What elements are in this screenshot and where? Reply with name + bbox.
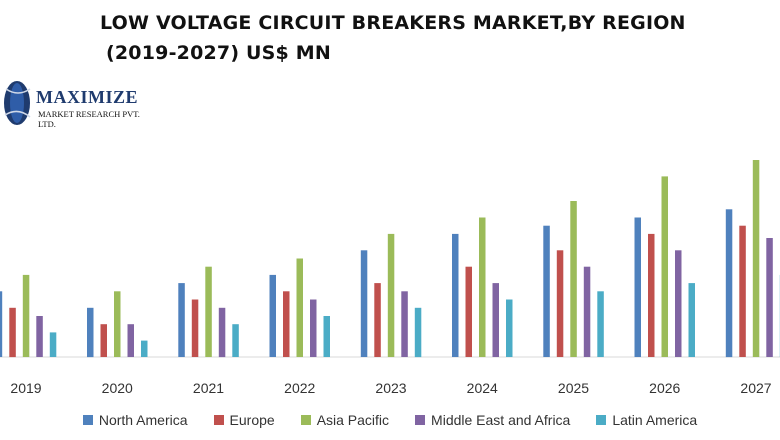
legend-swatch [300, 415, 311, 425]
logo-subtitle: MARKET RESEARCH PVT. LTD. [38, 109, 140, 129]
legend-label: Middle East and Africa [431, 412, 571, 428]
x-tick-label: 2026 [649, 380, 680, 396]
bar [414, 307, 422, 358]
bar [452, 233, 459, 357]
x-tick-label: 2025 [558, 380, 589, 396]
bar [465, 266, 472, 357]
bar [323, 316, 330, 357]
bar [752, 160, 760, 357]
bar [218, 307, 226, 358]
bar [479, 217, 486, 357]
x-tick-label: 2022 [284, 380, 315, 396]
bar [360, 250, 368, 357]
chart-legend: North America Europe Asia Pacific Middle Ea… [0, 412, 780, 428]
legend-item: Asia Pacific [300, 412, 390, 428]
legend-swatch [213, 415, 224, 425]
legend-item: Europe [213, 412, 275, 428]
x-tick-label: 2023 [375, 380, 406, 396]
legend-item: Latin America [596, 412, 697, 428]
bar [178, 283, 185, 357]
chart-title: LOW VOLTAGE CIRCUIT BREAKERS MARKET,BY R… [100, 8, 740, 68]
x-tick-label: 2019 [10, 380, 41, 396]
bar [283, 291, 290, 357]
bar [661, 176, 668, 357]
x-tick-label: 2027 [740, 380, 771, 396]
bar [36, 316, 43, 357]
bar [87, 307, 94, 358]
bar [191, 299, 199, 357]
bar [648, 233, 655, 357]
bar [597, 291, 604, 357]
x-tick-label: 2021 [193, 380, 224, 396]
bar [0, 291, 3, 357]
bar [688, 283, 695, 357]
bar [401, 291, 408, 357]
legend-label: Asia Pacific [316, 412, 390, 428]
legend-item: Middle East and Africa [415, 412, 570, 428]
bar [739, 225, 746, 357]
legend-swatch [82, 415, 93, 425]
legend-label: Europe [229, 412, 275, 428]
bar [543, 225, 550, 357]
bar [114, 291, 121, 357]
legend-label: North America [98, 412, 188, 428]
bar [269, 274, 276, 357]
bar [570, 201, 577, 357]
bar [205, 266, 212, 357]
bar [374, 283, 381, 357]
bar [296, 258, 303, 357]
bar [49, 332, 57, 357]
bar [141, 340, 148, 357]
bar [232, 324, 239, 357]
bar [22, 274, 30, 357]
bar [583, 266, 591, 357]
bar [556, 250, 564, 357]
bar [675, 250, 682, 357]
bar [127, 324, 134, 357]
chart-title-line1: LOW VOLTAGE CIRCUIT BREAKERS MARKET,BY R… [100, 12, 686, 34]
company-logo: MAXIMIZE MARKET RESEARCH PVT. LTD. [0, 75, 150, 145]
legend-swatch [415, 415, 426, 425]
bar [9, 307, 16, 358]
globe-logo-icon [4, 81, 31, 125]
bar [100, 324, 107, 357]
chart-title-line2: (2019-2027) US$ MN [106, 42, 331, 64]
bar [492, 283, 499, 357]
bar [725, 209, 733, 358]
bar [766, 238, 773, 357]
legend-item: North America [82, 412, 188, 428]
bar [387, 233, 395, 357]
x-tick-label: 2020 [102, 380, 133, 396]
bar [634, 217, 641, 357]
x-tick-label: 2024 [467, 380, 498, 396]
logo-wordmark: MAXIMIZE [36, 87, 138, 107]
bar [506, 299, 513, 357]
bar [310, 299, 317, 357]
legend-swatch [596, 415, 607, 425]
legend-label: Latin America [612, 412, 698, 428]
